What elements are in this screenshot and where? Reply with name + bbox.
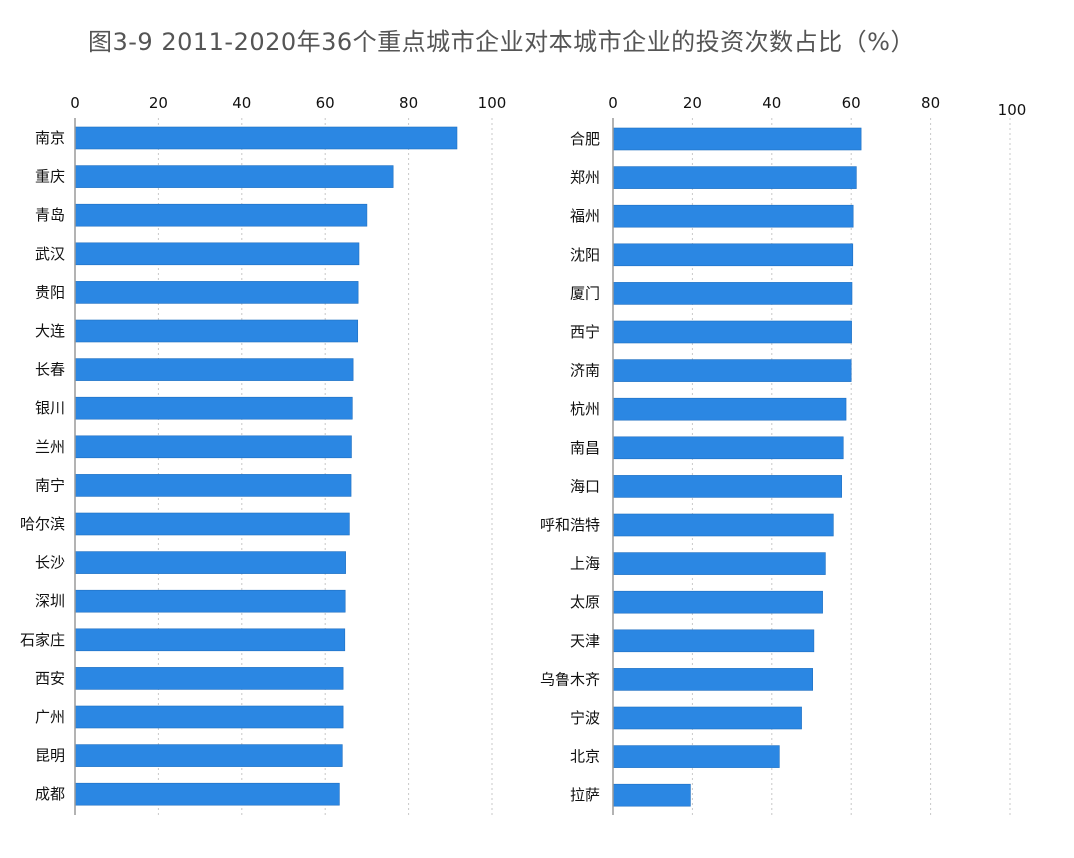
- panel2-bar-9: [612, 475, 842, 498]
- panel1-tick-label-100: 100: [478, 94, 507, 112]
- panel2-category-label-7: 杭州: [570, 400, 600, 418]
- panel2-bar-0: [612, 127, 862, 151]
- panel1-tick-label-80: 80: [399, 94, 418, 112]
- panel2-bar-11: [612, 552, 826, 575]
- panel2-tick-label-20: 20: [683, 94, 702, 112]
- panel2-bar-4: [612, 282, 853, 305]
- panel1-bar-1: [74, 165, 394, 188]
- panel2-category-label-10: 呼和浩特: [540, 516, 600, 534]
- panel2-bar-12: [612, 590, 823, 614]
- panel2-bar-17: [612, 783, 691, 807]
- panel1-category-label-2: 青岛: [35, 206, 65, 224]
- panel1-category-label-7: 银川: [35, 399, 65, 417]
- panel2-category-label-1: 郑州: [570, 169, 600, 187]
- panel1-bar-8: [74, 435, 352, 459]
- panel2-bar-15: [612, 706, 802, 730]
- panel2-tick-label-80: 80: [921, 94, 940, 112]
- panel1-category-label-16: 昆明: [35, 747, 65, 765]
- panel2-category-label-6: 济南: [570, 362, 600, 380]
- panel2-category-label-13: 天津: [570, 632, 600, 650]
- panel1-category-label-6: 长春: [35, 361, 65, 379]
- panel1-tick-label-60: 60: [316, 94, 335, 112]
- panel1-category-label-12: 深圳: [35, 592, 65, 610]
- panel1-category-label-3: 武汉: [35, 245, 65, 263]
- panel1-category-label-9: 南宁: [35, 476, 65, 494]
- panel2-bar-7: [612, 397, 847, 421]
- panel1-bar-0: [74, 126, 458, 150]
- panel1-bar-11: [74, 551, 346, 574]
- panel2-bar-8: [612, 436, 844, 460]
- panel1-bar-7: [74, 396, 353, 420]
- panel2-category-label-15: 宁波: [570, 709, 600, 727]
- panel2-bar-3: [612, 243, 854, 267]
- panel1-category-label-1: 重庆: [35, 168, 65, 186]
- panel1-category-label-5: 大连: [35, 322, 65, 340]
- panel2-tick-label-40: 40: [762, 94, 781, 112]
- panel2-bar-2: [612, 204, 854, 228]
- panel1-category-label-17: 成都: [35, 785, 65, 803]
- panel2-bar-14: [612, 668, 813, 691]
- panel2-bar-5: [612, 320, 852, 344]
- panel1-category-label-4: 贵阳: [35, 283, 65, 301]
- panel2-bar-13: [612, 629, 815, 653]
- panel2-category-label-16: 北京: [570, 748, 600, 766]
- panel1-category-label-10: 哈尔滨: [20, 515, 65, 533]
- panel2-category-label-9: 海口: [570, 477, 600, 495]
- panel1-bar-13: [74, 628, 346, 652]
- panel2-category-label-3: 沈阳: [570, 246, 600, 264]
- panel1-category-label-14: 西安: [35, 669, 65, 687]
- panel1-category-label-8: 兰州: [35, 438, 65, 456]
- panel1-tick-label-20: 20: [149, 94, 168, 112]
- panel2-category-label-4: 厦门: [570, 284, 600, 302]
- panel1-bar-16: [74, 744, 343, 767]
- panel2-category-label-8: 南昌: [570, 439, 600, 457]
- panel1-bar-4: [74, 281, 359, 304]
- panel2-category-label-5: 西宁: [570, 323, 600, 341]
- panel2-category-label-0: 合肥: [570, 130, 600, 148]
- panel1-bar-15: [74, 705, 344, 729]
- chart-title: 图3-9 2011-2020年36个重点城市企业对本城市企业的投资次数占比（%）: [88, 28, 915, 56]
- panel1-category-label-13: 石家庄: [20, 631, 65, 649]
- panel1-bar-9: [74, 474, 352, 497]
- panel1-category-label-11: 长沙: [35, 554, 65, 572]
- panel1-bar-12: [74, 589, 346, 613]
- panel2-category-label-14: 乌鲁木齐: [540, 670, 600, 688]
- panel1-bar-6: [74, 358, 354, 381]
- panel2-tick-label-100: 100: [998, 101, 1027, 119]
- panel1-bar-10: [74, 512, 350, 536]
- panel2-tick-label-0: 0: [608, 94, 618, 112]
- panel1-tick-label-40: 40: [232, 94, 251, 112]
- panel2-category-label-12: 太原: [570, 593, 600, 611]
- panel2-bar-6: [612, 359, 852, 382]
- panel1-tick-label-0: 0: [70, 94, 80, 112]
- panel1-bar-17: [74, 782, 340, 806]
- panel2-category-label-2: 福州: [570, 207, 600, 225]
- panel1-category-label-15: 广州: [35, 708, 65, 726]
- panel2-bar-10: [612, 513, 834, 537]
- panel2-tick-label-60: 60: [842, 94, 861, 112]
- panel1-bar-3: [74, 242, 360, 266]
- panel2-category-label-11: 上海: [570, 555, 600, 573]
- panel2-bar-1: [612, 166, 857, 189]
- panel2-category-label-17: 拉萨: [570, 786, 600, 804]
- panel2-bar-16: [612, 745, 780, 768]
- panel1-bar-2: [74, 203, 368, 227]
- panel1-bar-14: [74, 667, 344, 690]
- panel1-bar-5: [74, 319, 359, 343]
- panel1-category-label-0: 南京: [35, 129, 65, 147]
